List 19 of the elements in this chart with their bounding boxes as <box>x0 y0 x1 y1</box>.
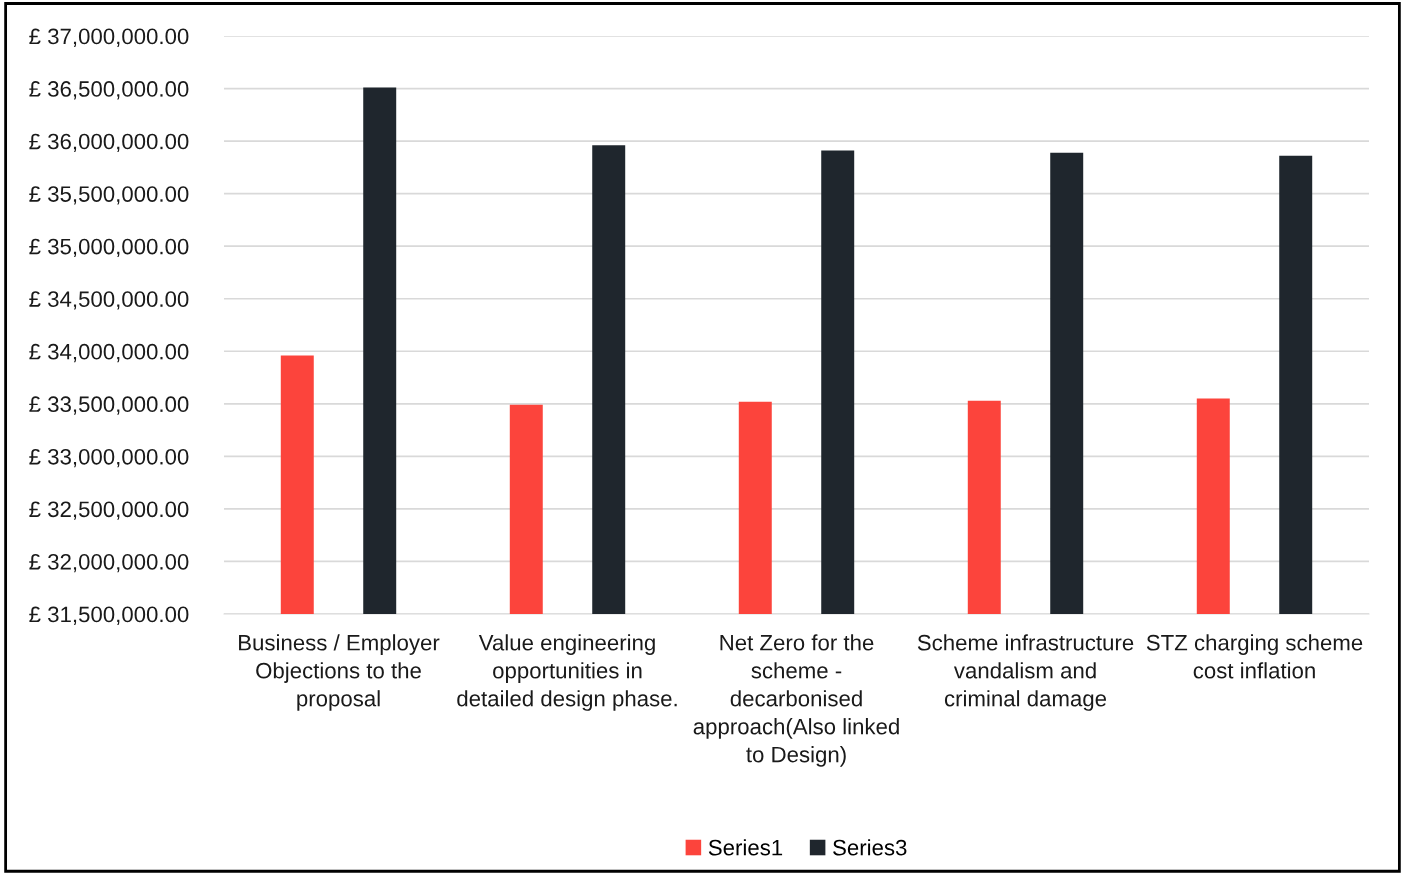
y-tick-label: £ 32,500,000.00 <box>29 501 189 520</box>
y-tick-label: £ 37,000,000.00 <box>29 28 189 47</box>
legend-label: Series3 <box>833 839 907 856</box>
y-tick-label: £ 31,500,000.00 <box>29 606 189 625</box>
legend-label: Series1 <box>708 839 783 856</box>
y-tick-label: £ 35,500,000.00 <box>29 186 189 205</box>
x-tick-label: Business / Employer Objections to the proposal <box>239 634 440 711</box>
y-tick-label: £ 32,000,000.00 <box>29 553 189 573</box>
y-tick-label: £ 34,500,000.00 <box>29 291 189 310</box>
x-tick-label: Value engineering opportunities in detailed design phase. <box>457 634 677 711</box>
y-tick-label: £ 33,000,000.00 <box>29 448 189 468</box>
y-tick-label: £ 35,000,000.00 <box>29 238 189 258</box>
y-tick-label: £ 34,000,000.00 <box>29 343 189 363</box>
x-tick-label: Net Zero for the scheme - decarbonised approach(Also linked to Design) <box>693 634 899 767</box>
y-tick-label: £ 33,500,000.00 <box>29 396 189 415</box>
x-tick-label: Scheme infrastructure vandalism and criminal damage <box>917 634 1134 711</box>
y-tick-label: £ 36,500,000.00 <box>29 81 189 100</box>
y-tick-label: £ 36,000,000.00 <box>29 133 189 152</box>
x-tick-label: STZ charging scheme cost inflation <box>1146 634 1363 679</box>
